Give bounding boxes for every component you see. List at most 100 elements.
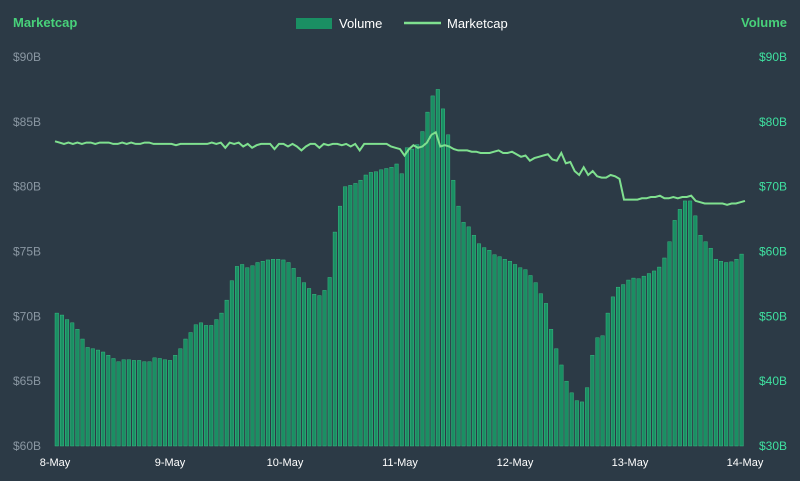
- volume-bar: [250, 265, 255, 447]
- right-axis-ticks: $30B $40B $50B $60B $70B $80B $90B: [759, 50, 787, 453]
- volume-bar: [616, 286, 621, 447]
- volume-bar: [90, 348, 95, 447]
- volume-bar: [240, 264, 245, 447]
- volume-bar: [353, 183, 358, 447]
- volume-bar: [101, 351, 106, 447]
- volume-bar: [518, 267, 523, 447]
- left-tick-label: $60B: [13, 439, 41, 453]
- volume-bar: [672, 220, 677, 447]
- volume-bar: [291, 268, 296, 447]
- volume-bar: [415, 144, 420, 447]
- right-axis-title: Volume: [741, 15, 787, 30]
- volume-bar: [404, 147, 409, 447]
- volume-bar: [65, 319, 70, 447]
- volume-bar: [126, 359, 131, 447]
- volume-bar: [549, 329, 554, 447]
- volume-bar: [528, 275, 533, 447]
- volume-bar: [420, 131, 425, 447]
- volume-bar: [374, 171, 378, 447]
- volume-bar: [152, 357, 157, 447]
- volume-bar: [477, 243, 481, 447]
- volume-bar: [209, 325, 214, 447]
- volume-bar: [533, 282, 538, 447]
- x-tick-label: 13-May: [612, 457, 649, 469]
- volume-bar: [142, 361, 147, 447]
- volume-bar: [734, 259, 739, 447]
- volume-bar: [693, 215, 698, 447]
- left-tick-label: $70B: [13, 309, 41, 323]
- left-tick-label: $85B: [13, 115, 41, 129]
- volume-bar: [312, 294, 317, 447]
- volume-bar: [132, 360, 136, 447]
- volume-bar: [543, 303, 548, 447]
- volume-bar: [652, 270, 657, 447]
- volume-bar: [54, 312, 59, 447]
- volume-bar: [332, 231, 337, 447]
- volume-bar: [111, 358, 116, 447]
- volume-bar: [75, 329, 80, 447]
- volume-bar: [425, 111, 430, 447]
- volume-bar: [451, 179, 456, 447]
- volume-bar: [574, 400, 579, 447]
- volume-bar: [338, 205, 342, 447]
- volume-bar: [394, 163, 399, 447]
- volume-bar: [121, 359, 126, 447]
- left-tick-label: $90B: [13, 50, 41, 64]
- volume-bar: [137, 360, 142, 447]
- volume-bar: [245, 267, 250, 447]
- x-tick-label: 12-May: [497, 457, 534, 469]
- volume-bar: [585, 387, 590, 447]
- volume-bar: [147, 361, 152, 447]
- volume-bar: [168, 360, 173, 447]
- left-tick-label: $75B: [13, 245, 41, 259]
- volume-bar: [106, 355, 111, 447]
- volume-bar: [157, 358, 162, 447]
- volume-bar: [621, 284, 626, 447]
- volume-bar: [224, 299, 229, 447]
- volume-bar: [379, 169, 384, 447]
- right-tick-label: $30B: [759, 439, 787, 453]
- volume-bar: [502, 259, 507, 447]
- volume-bar: [384, 168, 389, 447]
- left-tick-label: $65B: [13, 374, 41, 388]
- volume-bar: [688, 200, 693, 447]
- volume-bar: [368, 172, 373, 447]
- volume-bar: [95, 349, 100, 447]
- volume-bar: [538, 293, 543, 447]
- right-tick-label: $40B: [759, 374, 787, 388]
- volume-bar: [564, 380, 569, 447]
- x-tick-label: 9-May: [155, 457, 186, 469]
- volume-bar: [235, 266, 239, 447]
- volume-bar: [471, 235, 476, 447]
- volume-bar: [317, 295, 322, 447]
- volume-bar: [497, 256, 502, 447]
- volume-bar: [193, 324, 198, 447]
- volume-bar: [399, 173, 404, 447]
- right-tick-label: $70B: [759, 180, 787, 194]
- volume-bar: [713, 259, 718, 447]
- x-tick-label: 10-May: [267, 457, 304, 469]
- volume-bar: [214, 319, 219, 447]
- volume-bar: [204, 325, 209, 447]
- volume-bar: [430, 95, 435, 447]
- volume-bar: [80, 338, 85, 447]
- x-tick-label: 11-May: [382, 457, 418, 469]
- volume-bar: [456, 205, 461, 447]
- volume-bars: [54, 89, 744, 447]
- volume-bar: [446, 134, 451, 447]
- volume-bar: [569, 392, 574, 447]
- volume-bar: [626, 279, 631, 447]
- left-tick-label: $80B: [13, 180, 41, 194]
- right-tick-label: $50B: [759, 309, 787, 323]
- volume-bar: [363, 174, 368, 447]
- volume-bar: [729, 261, 734, 447]
- right-tick-label: $80B: [759, 115, 787, 129]
- volume-bar: [265, 259, 270, 447]
- volume-bar: [358, 179, 363, 447]
- volume-bar: [739, 253, 744, 447]
- volume-bar: [348, 185, 353, 447]
- left-axis-ticks: $60B $65B $70B $75B $80B $85B $90B: [13, 50, 41, 453]
- volume-bar: [219, 312, 224, 447]
- volume-bar: [559, 364, 564, 447]
